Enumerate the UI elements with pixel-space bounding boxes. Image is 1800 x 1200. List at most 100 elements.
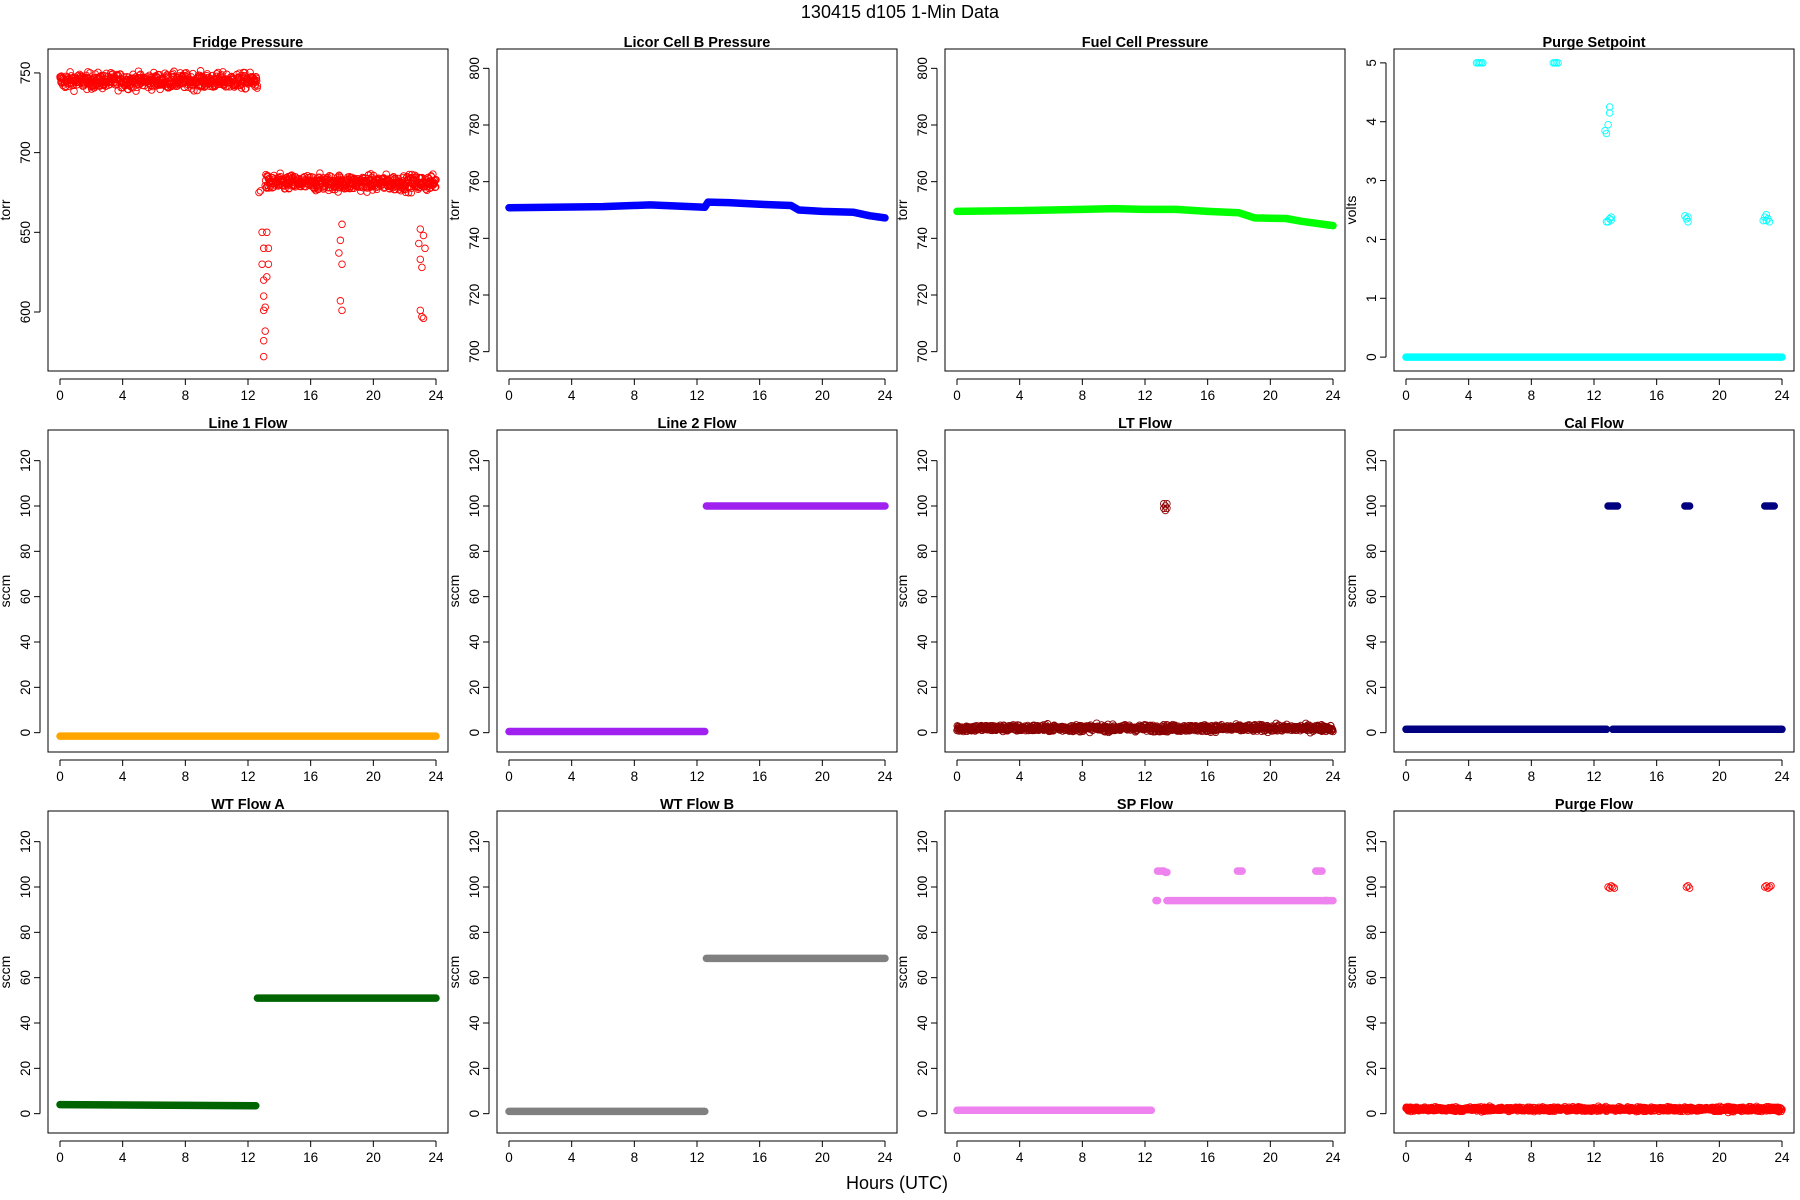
y-axis-label: sccm xyxy=(894,956,910,989)
plot-frame xyxy=(944,429,1346,753)
y-tick-label: 80 xyxy=(1364,544,1379,559)
x-tick-label: 20 xyxy=(366,388,381,403)
x-tick-label: 4 xyxy=(1465,769,1473,784)
data-point xyxy=(1238,867,1246,875)
data-series xyxy=(1402,502,1786,734)
x-tick-label: 24 xyxy=(428,1150,444,1165)
y-tick-label: 60 xyxy=(18,589,33,604)
y-tick-label: 20 xyxy=(467,680,482,695)
x-tick-label: 20 xyxy=(1263,769,1278,784)
data-point xyxy=(147,86,156,94)
y-tick-label: 3 xyxy=(1364,177,1379,185)
plot-frame xyxy=(1393,429,1795,753)
x-tick-label: 4 xyxy=(119,388,127,403)
plot-frame xyxy=(1393,810,1795,1134)
data-point xyxy=(407,188,416,197)
y-tick-label: 1 xyxy=(1364,295,1379,303)
x-tick-label: 24 xyxy=(1325,1150,1341,1165)
data-point xyxy=(1161,506,1170,515)
x-tick-label: 0 xyxy=(56,769,64,784)
plot-frame xyxy=(1393,48,1795,372)
data-point xyxy=(338,220,346,229)
data-series xyxy=(1402,59,1786,361)
data-point xyxy=(1605,884,1614,892)
data-point xyxy=(1613,502,1622,510)
plot-frame xyxy=(47,48,449,372)
x-tick-label: 8 xyxy=(1079,769,1087,784)
data-point xyxy=(1762,882,1771,890)
x-tick-label: 0 xyxy=(56,388,64,403)
data-point xyxy=(1163,504,1171,513)
data-point xyxy=(258,260,266,268)
y-tick-label: 60 xyxy=(467,970,482,985)
y-axis-label: sccm xyxy=(446,575,462,608)
x-tick-label: 20 xyxy=(815,769,830,784)
plot-frame xyxy=(496,429,898,753)
y-tick-label: 60 xyxy=(1364,970,1379,985)
y-tick-label: 0 xyxy=(915,729,930,737)
x-tick-label: 20 xyxy=(815,388,830,403)
data-point xyxy=(1605,103,1614,111)
x-tick-label: 16 xyxy=(303,769,318,784)
x-tick-label: 12 xyxy=(240,1150,255,1165)
data-point xyxy=(1685,502,1694,510)
y-tick-label: 80 xyxy=(467,544,482,559)
panel-title: Purge Setpoint xyxy=(1542,35,1645,51)
plot-frame xyxy=(496,48,898,372)
y-tick-label: 600 xyxy=(18,301,33,324)
series-line xyxy=(56,1100,260,1110)
y-tick-label: 120 xyxy=(1364,830,1379,853)
data-point xyxy=(1765,883,1774,891)
x-tick-label: 4 xyxy=(1465,1150,1473,1165)
data-point xyxy=(66,68,74,76)
y-tick-label: 20 xyxy=(915,680,930,695)
data-series xyxy=(1402,882,1786,1117)
y-tick-label: 80 xyxy=(1364,925,1379,940)
data-point xyxy=(1554,59,1562,67)
y-tick-label: 100 xyxy=(915,495,930,518)
data-point xyxy=(1602,129,1611,138)
plot-frame xyxy=(496,810,898,1134)
panel-title: Line 2 Flow xyxy=(658,416,738,432)
data-point xyxy=(1770,502,1778,510)
x-tick-label: 16 xyxy=(303,388,318,403)
data-point xyxy=(1163,868,1171,877)
y-tick-label: 40 xyxy=(915,634,930,649)
x-tick-label: 12 xyxy=(1586,1150,1601,1165)
data-point xyxy=(338,306,346,315)
x-tick-label: 24 xyxy=(428,388,444,403)
x-tick-label: 20 xyxy=(1712,769,1727,784)
x-tick-label: 12 xyxy=(1137,388,1152,403)
y-tick-label: 120 xyxy=(1364,449,1379,472)
plot-frame xyxy=(944,810,1346,1134)
y-tick-label: 0 xyxy=(1364,729,1379,737)
data-point xyxy=(219,68,227,76)
x-tick-label: 4 xyxy=(1016,388,1024,403)
data-point xyxy=(259,244,268,253)
y-tick-label: 20 xyxy=(1364,1061,1379,1076)
x-tick-label: 8 xyxy=(1528,1150,1536,1165)
data-point xyxy=(252,74,261,83)
y-tick-label: 0 xyxy=(467,1110,482,1118)
x-tick-label: 20 xyxy=(1712,388,1727,403)
data-point xyxy=(416,306,425,315)
y-axis-label: volts xyxy=(1343,196,1359,225)
y-tick-label: 120 xyxy=(18,830,33,853)
plot-frame xyxy=(47,429,449,753)
x-tick-label: 0 xyxy=(1402,388,1410,403)
x-tick-label: 8 xyxy=(1528,388,1536,403)
y-tick-label: 20 xyxy=(18,1061,33,1076)
x-tick-label: 8 xyxy=(1079,388,1087,403)
y-tick-label: 40 xyxy=(1364,634,1379,649)
y-tick-label: 700 xyxy=(18,141,33,164)
y-tick-label: 740 xyxy=(915,227,930,250)
data-point xyxy=(1685,884,1694,892)
x-tick-label: 24 xyxy=(1774,1150,1790,1165)
data-point xyxy=(1609,883,1617,891)
data-point xyxy=(416,255,425,264)
y-tick-label: 120 xyxy=(915,449,930,472)
x-tick-label: 0 xyxy=(953,1150,961,1165)
x-tick-label: 24 xyxy=(877,388,893,403)
y-tick-label: 60 xyxy=(915,589,930,604)
